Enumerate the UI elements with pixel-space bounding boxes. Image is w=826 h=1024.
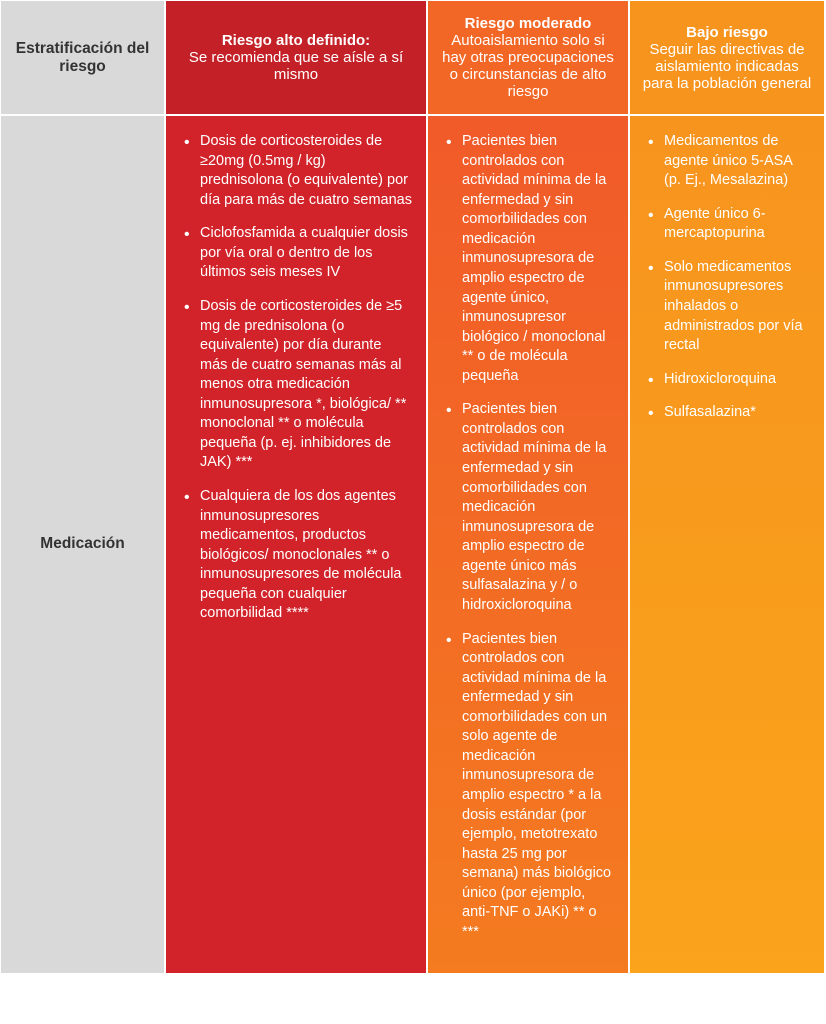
medication-moderate-list: Pacientes bien controlados con actividad… bbox=[446, 132, 614, 943]
list-item: Pacientes bien controlados con actividad… bbox=[446, 400, 614, 615]
header-moderate-risk: Riesgo moderado Autoaislamiento solo si … bbox=[427, 0, 629, 115]
low-subtitle: Seguir las directivas de aislamiento ind… bbox=[640, 41, 814, 92]
risk-stratification-table: Estratificación del riesgo Riesgo alto d… bbox=[0, 0, 826, 974]
medication-low-cell: Medicamentos de agente único 5-ASA (p. E… bbox=[629, 115, 825, 974]
moderate-title: Riesgo moderado bbox=[465, 15, 592, 32]
header-low-risk: Bajo riesgo Seguir las directivas de ais… bbox=[629, 0, 825, 115]
stratification-label: Estratificación del riesgo bbox=[11, 40, 154, 76]
moderate-subtitle: Autoaislamiento solo si hay otras preocu… bbox=[438, 32, 618, 100]
medication-moderate-cell: Pacientes bien controlados con actividad… bbox=[427, 115, 629, 974]
high-subtitle: Se recomienda que se aísle a sí mismo bbox=[176, 49, 416, 83]
list-item: Ciclofosfamida a cualquier dosis por vía… bbox=[184, 224, 412, 283]
list-item: Sulfasalazina* bbox=[648, 403, 810, 423]
list-item: Pacientes bien controlados con actividad… bbox=[446, 630, 614, 943]
low-title: Bajo riesgo bbox=[686, 24, 768, 41]
list-item: Pacientes bien controlados con actividad… bbox=[446, 132, 614, 386]
list-item: Agente único 6-mercaptopurina bbox=[648, 205, 810, 244]
list-item: Hidroxicloroquina bbox=[648, 370, 810, 390]
header-high-risk: Riesgo alto definido: Se recomienda que … bbox=[165, 0, 427, 115]
medication-label: Medicación bbox=[40, 535, 124, 553]
list-item: Medicamentos de agente único 5-ASA (p. E… bbox=[648, 132, 810, 191]
medication-high-cell: Dosis de corticosteroides de ≥20mg (0.5m… bbox=[165, 115, 427, 974]
row-label-stratification: Estratificación del riesgo bbox=[0, 0, 165, 115]
list-item: Solo medicamentos inmunosupresores inhal… bbox=[648, 258, 810, 356]
medication-high-list: Dosis de corticosteroides de ≥20mg (0.5m… bbox=[184, 132, 412, 624]
list-item: Dosis de corticosteroides de ≥20mg (0.5m… bbox=[184, 132, 412, 210]
list-item: Cualquiera de los dos agentes inmunosupr… bbox=[184, 487, 412, 624]
medication-low-list: Medicamentos de agente único 5-ASA (p. E… bbox=[648, 132, 810, 423]
list-item: Dosis de corticosteroides de ≥5 mg de pr… bbox=[184, 297, 412, 473]
row-label-medication: Medicación bbox=[0, 115, 165, 974]
high-title: Riesgo alto definido: bbox=[222, 32, 370, 49]
